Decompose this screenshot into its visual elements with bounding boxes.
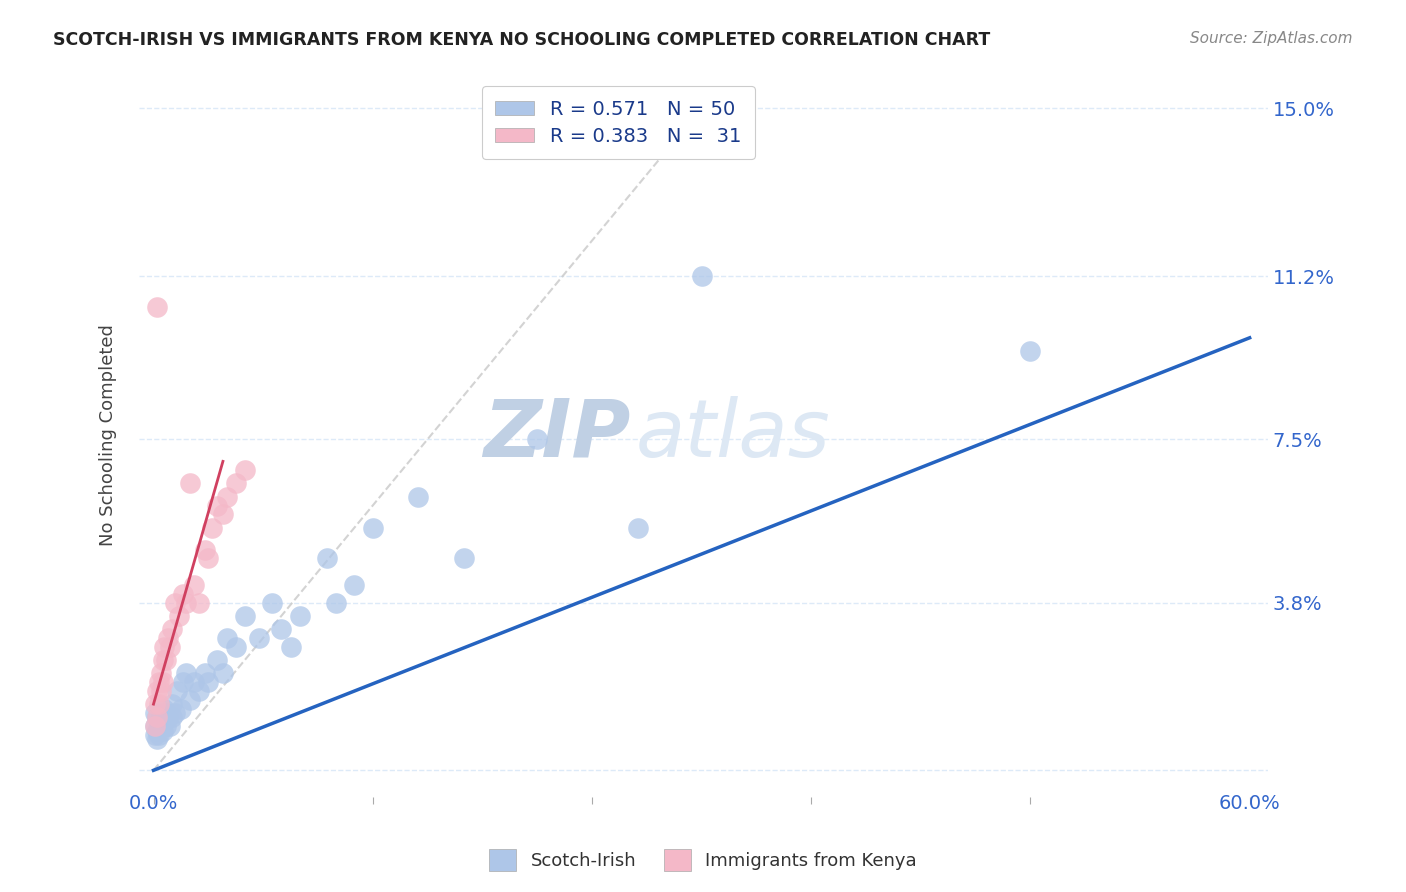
Point: [197, 675, 219, 690]
Point: [249, 631, 271, 645]
Point: [408, 490, 430, 504]
Point: [159, 719, 181, 733]
Text: SCOTCH-IRISH VS IMMIGRANTS FROM KENYA NO SCHOOLING COMPLETED CORRELATION CHART: SCOTCH-IRISH VS IMMIGRANTS FROM KENYA NO…: [53, 31, 991, 49]
Point: [143, 697, 166, 711]
Point: [526, 432, 548, 446]
Point: [160, 710, 183, 724]
Point: [172, 675, 194, 690]
Point: [146, 684, 169, 698]
Point: [179, 692, 201, 706]
Point: [152, 710, 174, 724]
Point: [155, 653, 177, 667]
Point: [153, 640, 176, 654]
Point: [148, 728, 170, 742]
Point: [233, 608, 256, 623]
Point: [157, 710, 180, 724]
Point: [159, 640, 181, 654]
Point: [149, 666, 172, 681]
Point: [225, 476, 247, 491]
Point: [215, 631, 238, 645]
Text: 60.0%: 60.0%: [1219, 794, 1281, 814]
Point: [148, 697, 170, 711]
Point: [143, 719, 166, 733]
Point: [1019, 344, 1042, 359]
Point: [153, 701, 176, 715]
Point: [167, 608, 190, 623]
Point: [215, 490, 238, 504]
Point: [361, 520, 384, 534]
Point: [155, 719, 177, 733]
Text: atlas: atlas: [636, 396, 831, 474]
Point: [152, 653, 174, 667]
Point: [183, 675, 205, 690]
Point: [316, 551, 339, 566]
Point: [165, 596, 187, 610]
Point: [160, 622, 183, 636]
Point: [280, 640, 302, 654]
Point: [453, 551, 475, 566]
Point: [143, 706, 166, 720]
Point: [194, 542, 217, 557]
Point: [207, 499, 229, 513]
Point: [201, 520, 224, 534]
Point: [179, 476, 201, 491]
Text: Source: ZipAtlas.com: Source: ZipAtlas.com: [1189, 31, 1353, 46]
Point: [170, 701, 193, 715]
Point: [233, 463, 256, 477]
Point: [176, 666, 198, 681]
Point: [262, 596, 284, 610]
Point: [188, 596, 211, 610]
Point: [148, 714, 170, 729]
Legend: Scotch-Irish, Immigrants from Kenya: Scotch-Irish, Immigrants from Kenya: [482, 842, 924, 879]
Point: [325, 596, 347, 610]
Point: [288, 608, 311, 623]
Point: [146, 710, 169, 724]
Y-axis label: No Schooling Completed: No Schooling Completed: [100, 324, 117, 546]
Point: [627, 520, 650, 534]
Point: [157, 631, 180, 645]
Text: ZIP: ZIP: [482, 396, 630, 474]
Point: [343, 578, 366, 592]
Point: [166, 684, 188, 698]
Point: [172, 587, 194, 601]
Point: [152, 723, 174, 738]
Point: [207, 653, 229, 667]
Point: [160, 697, 183, 711]
Point: [149, 719, 172, 733]
Point: [149, 706, 172, 720]
Point: [212, 666, 235, 681]
Text: 0.0%: 0.0%: [129, 794, 179, 814]
Point: [153, 714, 176, 729]
Point: [143, 728, 166, 742]
Point: [690, 268, 713, 283]
Point: [270, 622, 292, 636]
Point: [143, 719, 166, 733]
Point: [225, 640, 247, 654]
Point: [146, 710, 169, 724]
Point: [146, 732, 169, 747]
Point: [149, 684, 172, 698]
Point: [212, 508, 235, 522]
Point: [176, 596, 198, 610]
Point: [146, 723, 169, 738]
Legend: R = 0.571   N = 50, R = 0.383   N =  31: R = 0.571 N = 50, R = 0.383 N = 31: [482, 87, 755, 160]
Point: [155, 706, 177, 720]
Point: [188, 684, 211, 698]
Point: [146, 300, 169, 314]
Point: [183, 578, 205, 592]
Point: [194, 666, 217, 681]
Point: [152, 675, 174, 690]
Point: [148, 675, 170, 690]
Point: [165, 706, 187, 720]
Point: [197, 551, 219, 566]
